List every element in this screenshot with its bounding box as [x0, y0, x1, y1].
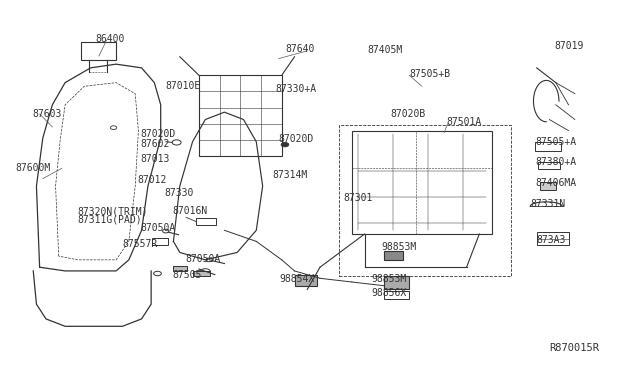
Text: 87010E: 87010E [166, 81, 201, 91]
Text: 87505: 87505 [172, 270, 202, 280]
Text: 87380+A: 87380+A [536, 157, 577, 167]
Text: 87020B: 87020B [390, 109, 426, 119]
Bar [339, 125, 511, 276]
Text: 87501A: 87501A [446, 118, 481, 128]
Text: 87331N: 87331N [531, 199, 566, 209]
Bar [199, 75, 282, 157]
Bar [540, 182, 556, 190]
Bar [384, 251, 403, 260]
Text: 873A3: 873A3 [537, 234, 566, 244]
Circle shape [281, 142, 289, 147]
Bar [384, 276, 409, 289]
Text: 87330+A: 87330+A [275, 84, 317, 94]
Bar [152, 238, 168, 245]
Text: 87557R: 87557R [122, 239, 157, 249]
Text: 87405M: 87405M [368, 45, 403, 55]
Bar [536, 142, 561, 151]
Text: 87016N: 87016N [172, 206, 207, 216]
Text: 86400: 86400 [96, 34, 125, 44]
Text: 87603: 87603 [32, 109, 61, 119]
Text: 87311G(PAD): 87311G(PAD) [78, 215, 143, 225]
Text: 87050A: 87050A [185, 254, 220, 264]
Text: 87012: 87012 [137, 176, 166, 186]
Bar [352, 131, 492, 234]
Bar [81, 42, 116, 61]
Text: 87020D: 87020D [278, 134, 314, 144]
Text: 87602: 87602 [140, 138, 170, 148]
Bar [173, 266, 188, 271]
Text: 87505+B: 87505+B [409, 69, 451, 79]
Text: 87019: 87019 [554, 41, 584, 51]
Text: 87330: 87330 [164, 188, 193, 198]
Text: 87505+A: 87505+A [536, 137, 577, 147]
Text: 87640: 87640 [285, 44, 314, 54]
Text: 98856X: 98856X [371, 288, 406, 298]
Bar [384, 291, 409, 299]
Bar [294, 275, 317, 286]
Text: 98853M: 98853M [371, 274, 406, 284]
Text: 87301: 87301 [344, 193, 373, 203]
Text: 87406MA: 87406MA [536, 178, 577, 188]
Bar [538, 162, 560, 169]
Text: 98853M: 98853M [381, 242, 417, 252]
Bar [537, 232, 568, 245]
Text: 87020D: 87020D [140, 129, 175, 139]
Text: 87314M: 87314M [272, 170, 307, 180]
Text: 98854X: 98854X [280, 274, 315, 284]
Text: 87600M: 87600M [15, 163, 51, 173]
Bar [193, 271, 211, 276]
Bar [196, 218, 216, 225]
Text: 87013: 87013 [140, 154, 170, 164]
Text: 87320N(TRIM): 87320N(TRIM) [78, 206, 148, 216]
Text: R870015R: R870015R [549, 343, 600, 353]
Text: 87050A: 87050A [140, 224, 175, 234]
